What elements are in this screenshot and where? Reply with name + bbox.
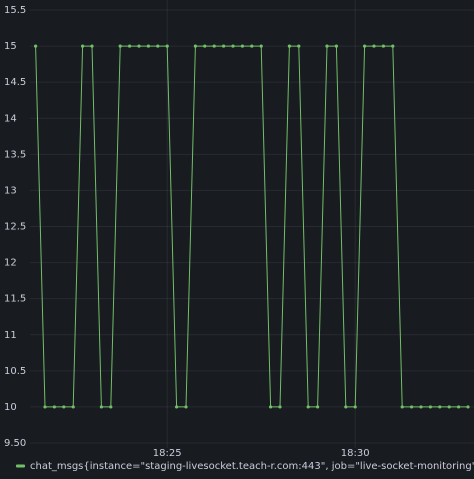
y-tick-label: 15.5	[4, 5, 26, 16]
data-point	[381, 44, 385, 48]
data-point	[52, 405, 57, 409]
data-point	[363, 44, 367, 48]
data-point	[118, 44, 122, 48]
x-tick-label: 18:25	[153, 448, 182, 459]
data-point	[419, 405, 423, 409]
data-point	[137, 44, 141, 48]
y-tick-label: 12	[4, 258, 17, 269]
y-tick-label: 12.5	[4, 222, 26, 233]
data-point	[466, 405, 470, 409]
data-point	[240, 44, 244, 48]
data-point	[259, 44, 263, 48]
data-point	[71, 405, 75, 409]
data-point	[325, 44, 329, 48]
y-tick-label: 11.5	[4, 294, 26, 305]
data-point	[334, 44, 338, 48]
legend-marker	[16, 464, 25, 468]
data-point	[81, 44, 85, 48]
data-point	[297, 44, 301, 48]
data-point	[34, 44, 38, 48]
y-tick-label: 13.5	[4, 149, 26, 160]
data-point	[438, 405, 442, 409]
data-point	[278, 405, 282, 409]
y-tick-label: 13	[4, 185, 17, 196]
data-point	[316, 405, 320, 409]
data-point	[90, 44, 94, 48]
data-point	[287, 44, 291, 48]
data-point	[165, 44, 169, 48]
data-point	[193, 44, 197, 48]
y-tick-label: 15	[4, 41, 17, 52]
y-tick-label: 14.5	[4, 77, 26, 88]
data-point	[43, 405, 47, 409]
x-tick-label: 18:30	[341, 448, 370, 459]
data-point	[457, 405, 461, 409]
data-point	[391, 44, 395, 48]
data-point	[109, 405, 113, 409]
data-point	[146, 44, 150, 48]
y-tick-label: 10	[4, 402, 17, 413]
data-point	[353, 405, 357, 409]
data-point	[184, 405, 188, 409]
data-point	[231, 44, 235, 48]
data-point	[344, 405, 348, 409]
data-point	[372, 44, 376, 48]
data-point	[250, 44, 254, 48]
y-tick-label: 11	[4, 330, 17, 341]
data-point	[128, 44, 132, 48]
data-point	[156, 44, 160, 48]
data-point	[306, 405, 310, 409]
data-point	[62, 405, 66, 409]
y-tick-label: 14	[4, 113, 17, 124]
data-point	[175, 405, 179, 409]
legend-label: chat_msgs{instance="staging-livesocket.t…	[30, 461, 474, 472]
data-point	[212, 44, 216, 48]
data-point	[99, 405, 103, 409]
y-tick-label: 9.50	[4, 438, 26, 449]
data-point	[203, 44, 207, 48]
data-point	[222, 44, 226, 48]
y-tick-label: 10.5	[4, 366, 26, 377]
data-point	[428, 405, 432, 409]
data-point	[400, 405, 404, 409]
data-point	[269, 405, 273, 409]
data-point	[447, 405, 451, 409]
data-point	[410, 405, 414, 409]
